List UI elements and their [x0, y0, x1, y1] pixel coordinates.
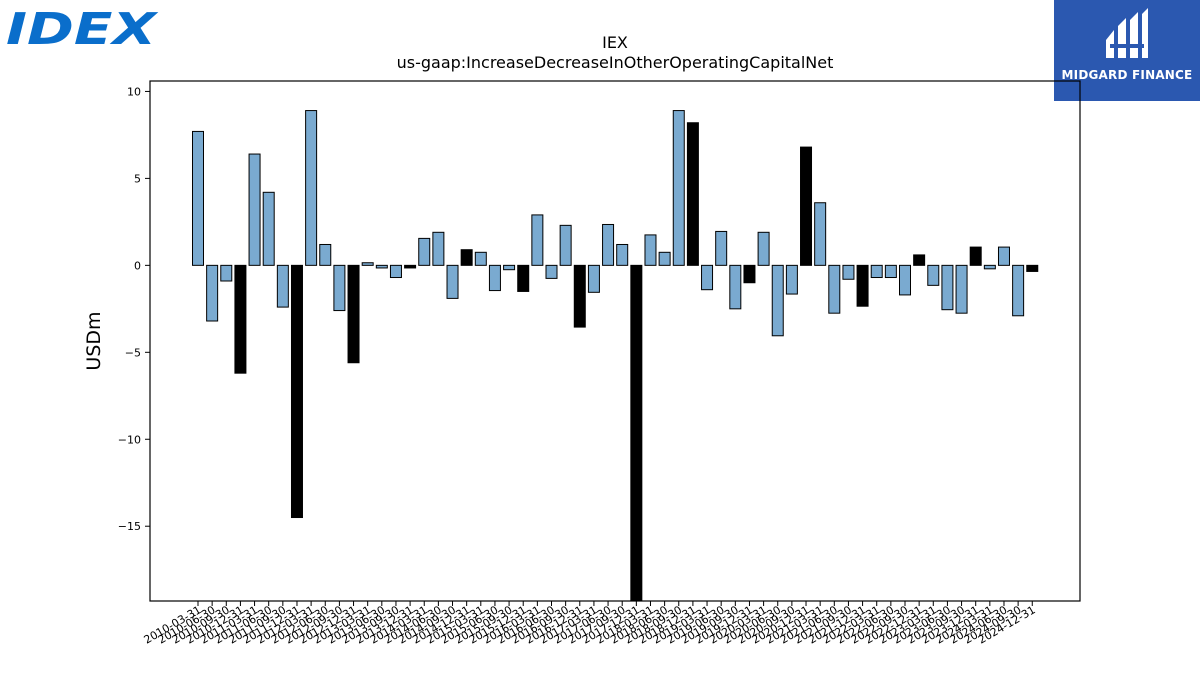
bar-2022-12-31 [913, 254, 926, 266]
bar-2019-12-31 [743, 264, 756, 284]
bar-2011-06-30 [262, 191, 275, 266]
bar-2019-06-30 [715, 230, 728, 266]
y-tick-label--5: −5 [125, 346, 141, 359]
idex-logo-graphic: IDEX [6, 4, 159, 55]
bar-2016-03-31 [531, 214, 544, 266]
bar-2019-09-30 [729, 264, 742, 310]
y-tick-label--10: −10 [118, 433, 141, 446]
chart-subtitle: us-gaap:IncreaseDecreaseInOtherOperating… [397, 53, 834, 72]
bar-2013-09-30 [389, 264, 402, 279]
bar-2022-09-30 [899, 264, 911, 296]
bar-2010-09-30 [220, 264, 233, 282]
bar-2014-06-30 [432, 231, 445, 266]
y-axis-label: USDm [83, 311, 105, 370]
bar-2012-09-30 [333, 264, 346, 312]
bar-2014-03-31 [418, 237, 431, 266]
bar-2024-09-30 [1012, 264, 1025, 317]
y-tick-label-5: 5 [134, 172, 141, 185]
bar-2023-03-31 [927, 264, 940, 286]
bar-2019-03-31 [701, 264, 714, 291]
bar-2024-03-31 [983, 264, 996, 270]
bar-2017-12-31 [630, 264, 643, 601]
bar-2010-12-31 [234, 264, 247, 374]
midgard-logo-text: MIDGARD FINANCE [1061, 68, 1193, 82]
bar-2016-06-30 [545, 264, 558, 279]
bar-2015-09-30 [503, 264, 516, 271]
bar-2015-03-31 [474, 251, 487, 266]
bar-2017-09-30 [616, 243, 629, 266]
midgard-finance-logo: MIDGARD FINANCE [1054, 0, 1200, 101]
y-tick-label-0: 0 [134, 259, 141, 272]
bar-2018-06-30 [658, 251, 671, 266]
bar-2018-09-30 [672, 110, 685, 266]
bar-2020-09-30 [785, 264, 798, 295]
bar-2020-12-31 [800, 146, 813, 266]
bar-2018-12-31 [686, 122, 699, 266]
bar-2012-12-31 [347, 264, 360, 364]
bar-2013-06-30 [375, 264, 388, 269]
bar-2017-03-31 [587, 264, 600, 293]
bar-2020-06-30 [771, 264, 784, 337]
bar-2011-03-31 [248, 153, 261, 266]
bar-2010-06-30 [206, 264, 219, 322]
midgard-mark-icon [1106, 8, 1148, 58]
bar-2016-09-30 [559, 224, 572, 266]
bar-2013-12-31 [404, 264, 417, 269]
bar-2021-06-30 [828, 264, 841, 314]
y-tick-label--15: −15 [118, 520, 141, 533]
bar-2015-06-30 [488, 264, 501, 292]
idex-logo-text: IDEX [6, 4, 159, 50]
bar-2023-06-30 [941, 264, 954, 311]
y-tick-label-10: 10 [127, 85, 141, 98]
bar-2021-12-31 [856, 264, 869, 307]
bar-2011-12-31 [290, 264, 303, 519]
plot-frame [149, 80, 1081, 602]
bar-2014-09-30 [446, 264, 459, 299]
bar-2017-06-30 [602, 223, 615, 266]
bar-2013-03-31 [361, 262, 374, 266]
bar-2010-03-31 [192, 130, 204, 266]
bar-2014-12-31 [460, 249, 473, 266]
bar-2022-03-31 [870, 264, 883, 279]
bar-2021-09-30 [842, 264, 855, 280]
bar-2024-06-30 [997, 246, 1010, 266]
bar-2020-03-31 [757, 231, 770, 266]
bar-2015-12-31 [517, 264, 530, 292]
chart-title: IEX [602, 33, 628, 52]
bar-2023-09-30 [955, 264, 968, 314]
bar-2022-06-30 [884, 264, 897, 279]
idex-logo: IDEX [4, 4, 162, 55]
plot-layer: IEXus-gaap:IncreaseDecreaseInOtherOperat… [83, 33, 1081, 647]
bar-2011-09-30 [276, 264, 289, 308]
bar-2016-12-31 [573, 264, 586, 328]
bar-2012-06-30 [319, 243, 332, 266]
bar-2021-03-31 [814, 202, 827, 266]
bar-2012-03-31 [305, 110, 318, 266]
bar-2018-03-31 [644, 234, 657, 266]
bar-2024-12-31 [1026, 264, 1039, 272]
bar-2023-12-31 [969, 246, 982, 266]
